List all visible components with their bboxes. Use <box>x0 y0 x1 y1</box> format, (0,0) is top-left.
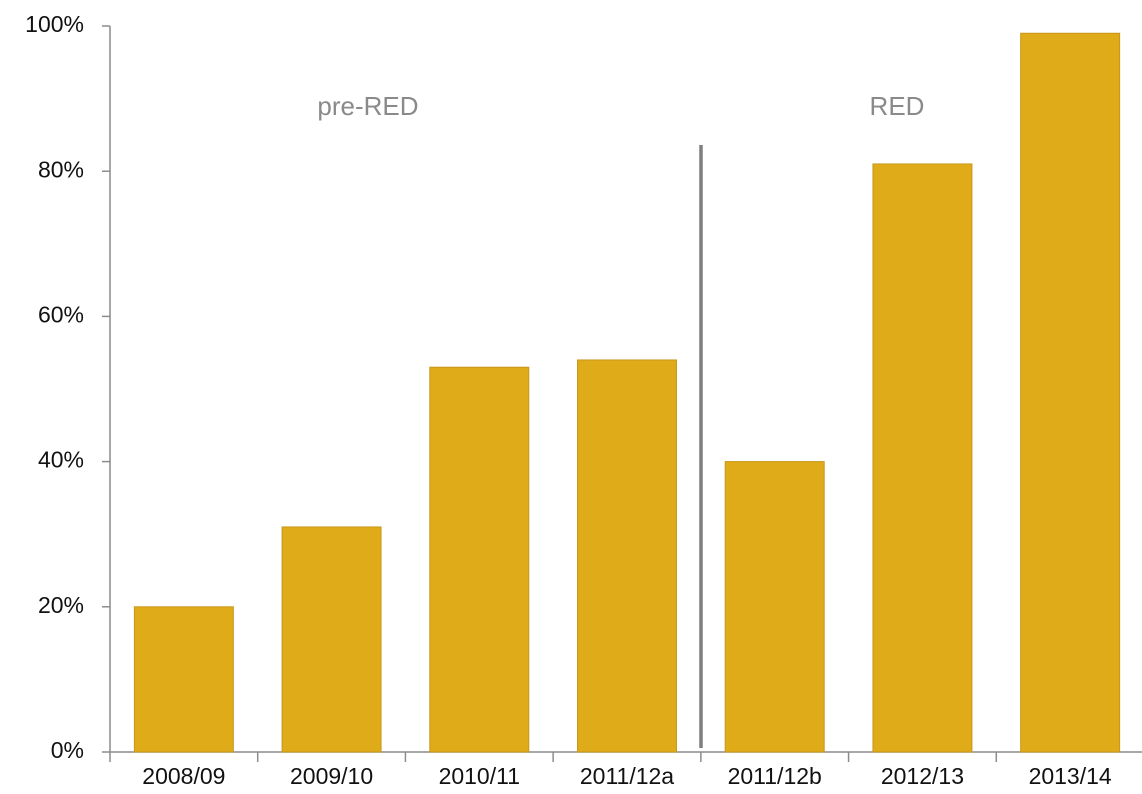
bar <box>133 606 234 753</box>
x-tick-label: 2011/12b <box>728 763 822 789</box>
bar <box>872 163 973 753</box>
x-tick-label: 2010/11 <box>439 763 520 789</box>
x-tick-label: 2013/14 <box>1029 763 1112 789</box>
y-tick-label: 80% <box>38 156 84 182</box>
y-tick-label: 60% <box>38 301 84 327</box>
bar <box>429 366 530 753</box>
annotation: pre-RED <box>317 91 418 121</box>
y-tick-label: 0% <box>51 737 84 763</box>
x-tick-label: 2011/12a <box>580 763 674 789</box>
bar <box>724 461 825 753</box>
x-tick-label: 2008/09 <box>142 763 225 789</box>
y-tick-label: 100% <box>25 11 84 37</box>
y-tick-label: 20% <box>38 592 84 618</box>
x-tick-label: 2012/13 <box>881 763 964 789</box>
bar <box>1020 32 1121 753</box>
bar <box>577 359 677 753</box>
x-tick-label: 2009/10 <box>290 763 373 789</box>
bar <box>281 526 382 753</box>
annotation: RED <box>870 91 925 121</box>
y-tick-label: 40% <box>38 447 84 473</box>
